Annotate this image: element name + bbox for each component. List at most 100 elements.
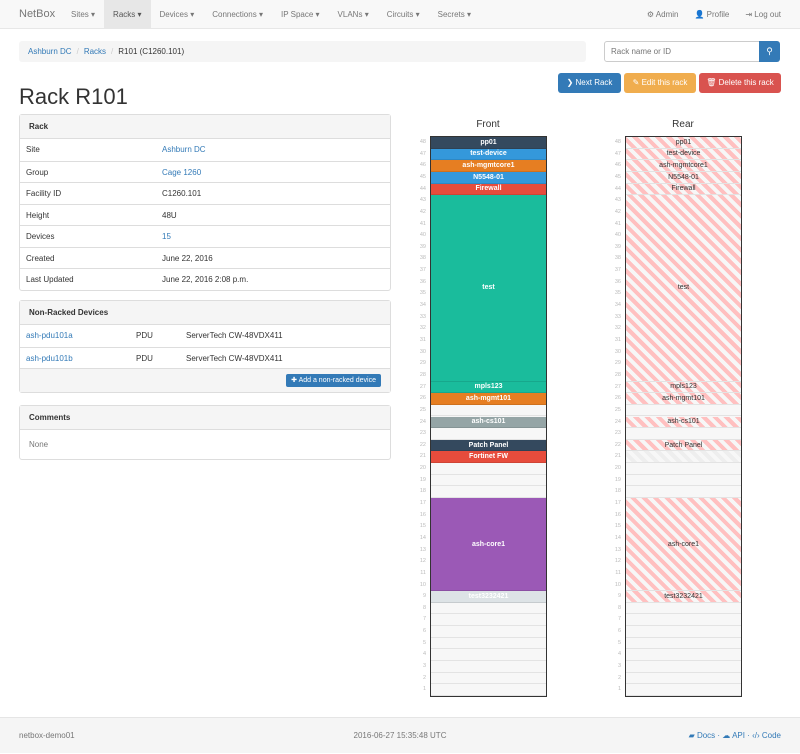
footer-code-link[interactable]: ‹/› Code bbox=[752, 731, 781, 740]
unit-number: 17 bbox=[614, 500, 621, 507]
rack-unit-slot[interactable] bbox=[431, 684, 546, 696]
breadcrumb-racks[interactable]: Racks bbox=[83, 47, 107, 56]
rack-unit-slot[interactable] bbox=[626, 661, 741, 673]
footer: netbox-demo01 2016-06-27 15:35:48 UTC ▰ … bbox=[0, 717, 800, 753]
rack-attr-row: Facility ID C1260.101 bbox=[20, 182, 390, 204]
attr-value-link[interactable]: 15 bbox=[162, 232, 171, 241]
unit-number: 6 bbox=[422, 628, 426, 635]
footer-docs-link[interactable]: ▰ Docs bbox=[689, 731, 716, 740]
rack-unit-slot[interactable] bbox=[431, 405, 546, 417]
rack-unit-slot[interactable] bbox=[626, 638, 741, 650]
comments-heading: Comments bbox=[20, 406, 390, 430]
front-device[interactable]: pp01 bbox=[431, 137, 546, 149]
delete-rack-label: Delete this rack bbox=[718, 78, 774, 87]
breadcrumb-site[interactable]: Ashburn DC bbox=[28, 47, 72, 56]
nav-racks[interactable]: Racks ▾ bbox=[104, 0, 151, 29]
front-device[interactable]: test3232421 bbox=[431, 591, 546, 603]
nav-sites[interactable]: Sites ▾ bbox=[62, 0, 104, 29]
rack-unit-slot[interactable] bbox=[431, 428, 546, 440]
rack-unit-slot[interactable] bbox=[431, 661, 546, 673]
rear-device[interactable]: Patch Panel bbox=[626, 439, 741, 452]
add-non-racked-device-button[interactable]: ✚ Add a non-racked device bbox=[286, 374, 381, 387]
rear-device[interactable]: test bbox=[626, 195, 741, 382]
rear-device[interactable]: mpls123 bbox=[626, 381, 741, 394]
rack-unit-slot[interactable] bbox=[626, 486, 741, 499]
rack-unit-slot[interactable] bbox=[431, 603, 546, 615]
rear-device[interactable]: ash-cs101 bbox=[626, 416, 741, 429]
rear-device[interactable]: pp01 bbox=[626, 137, 741, 149]
nav-admin[interactable]: ⚙ Admin bbox=[647, 0, 679, 29]
rack-unit-slot[interactable] bbox=[431, 614, 546, 627]
nav-devices[interactable]: Devices ▾ bbox=[151, 0, 204, 29]
unit-number: 9 bbox=[422, 593, 426, 600]
front-device[interactable]: ash-mgmtcore1 bbox=[431, 160, 546, 172]
rack-unit-slot[interactable] bbox=[626, 614, 741, 627]
nav-circuits[interactable]: Circuits ▾ bbox=[378, 0, 429, 29]
rack-unit-slot[interactable] bbox=[626, 405, 741, 417]
rack-unit-slot[interactable] bbox=[431, 475, 546, 487]
rear-device[interactable]: test-device bbox=[626, 148, 741, 161]
rack-unit-slot[interactable] bbox=[626, 626, 741, 638]
rack-unit-slot[interactable] bbox=[431, 638, 546, 650]
edit-rack-button[interactable]: ✎ Edit this rack bbox=[624, 73, 696, 93]
rear-device[interactable]: test3232421 bbox=[626, 591, 741, 603]
attr-value-link[interactable]: Cage 1260 bbox=[162, 167, 202, 177]
front-device[interactable]: mpls123 bbox=[431, 381, 546, 394]
rear-device[interactable]: ash-mgmtcore1 bbox=[626, 160, 741, 172]
attr-label: Facility ID bbox=[26, 189, 62, 198]
delete-rack-button[interactable]: 🗑 Delete this rack bbox=[699, 73, 781, 93]
front-device[interactable]: Fortinet FW bbox=[431, 451, 546, 464]
brand-logo[interactable]: NetBox bbox=[19, 8, 56, 20]
device-label: Fortinet FW bbox=[469, 453, 508, 461]
front-device[interactable]: test bbox=[431, 195, 546, 382]
rack-unit-slot[interactable] bbox=[626, 463, 741, 475]
navbar: NetBox Sites ▾ Racks ▾ Devices ▾ Connection… bbox=[0, 0, 800, 29]
unit-number: 11 bbox=[615, 569, 621, 576]
search-button[interactable]: ⚲ bbox=[759, 41, 780, 62]
front-device[interactable]: Patch Panel bbox=[431, 439, 546, 452]
front-device[interactable]: test-device bbox=[431, 148, 546, 161]
rear-device[interactable]: N5548-01 bbox=[626, 171, 741, 184]
device-link[interactable]: ash-pdu101a bbox=[26, 331, 73, 340]
rear-device[interactable] bbox=[626, 451, 741, 464]
nav-ip-space[interactable]: IP Space ▾ bbox=[272, 0, 329, 29]
user-icon: 👤 bbox=[694, 10, 707, 19]
rack-unit-slot[interactable] bbox=[431, 649, 546, 662]
rear-device[interactable]: Firewall bbox=[626, 183, 741, 196]
rack-unit-slot[interactable] bbox=[626, 684, 741, 696]
rear-device[interactable]: ash-core1 bbox=[626, 498, 741, 592]
rack-unit-slot[interactable] bbox=[431, 463, 546, 475]
attr-label: Group bbox=[26, 167, 49, 177]
nav-connections[interactable]: Connections ▾ bbox=[203, 0, 272, 29]
rack-unit-slot[interactable] bbox=[431, 673, 546, 685]
api-label: API bbox=[732, 731, 745, 740]
front-device[interactable]: Firewall bbox=[431, 183, 546, 196]
device-link[interactable]: ash-pdu101b bbox=[26, 353, 73, 363]
footer-api-link[interactable]: ☁ API bbox=[722, 731, 745, 740]
front-device[interactable]: N5548-01 bbox=[431, 171, 546, 184]
device-label: ash-mgmt101 bbox=[662, 395, 705, 403]
rack-unit-slot[interactable] bbox=[626, 428, 741, 440]
nav-vlans[interactable]: VLANs ▾ bbox=[329, 0, 378, 29]
unit-number: 10 bbox=[419, 581, 426, 588]
next-rack-button[interactable]: ❯ Next Rack bbox=[558, 73, 621, 93]
front-device[interactable]: ash-core1 bbox=[431, 498, 546, 592]
rack-unit-slot[interactable] bbox=[626, 649, 741, 662]
nav-secrets[interactable]: Secrets ▾ bbox=[429, 0, 480, 29]
rack-unit-slot[interactable] bbox=[431, 486, 546, 499]
nav-logout[interactable]: ⇥ Log out bbox=[745, 0, 781, 29]
rack-unit-slot[interactable] bbox=[626, 603, 741, 615]
attr-value: 48U bbox=[162, 210, 177, 220]
rack-search-input[interactable] bbox=[604, 41, 760, 62]
unit-number: 47 bbox=[419, 150, 426, 157]
front-device[interactable]: ash-cs101 bbox=[431, 416, 546, 429]
rack-unit-slot[interactable] bbox=[626, 673, 741, 685]
code-icon: ‹/› bbox=[752, 731, 762, 740]
nav-profile[interactable]: 👤 Profile bbox=[694, 0, 729, 29]
front-device[interactable]: ash-mgmt101 bbox=[431, 393, 546, 405]
rack-unit-slot[interactable] bbox=[431, 626, 546, 638]
rear-device[interactable]: ash-mgmt101 bbox=[626, 393, 741, 405]
attr-value-link[interactable]: Ashburn DC bbox=[162, 145, 206, 154]
caret-down-icon: ▾ bbox=[315, 10, 320, 19]
rack-unit-slot[interactable] bbox=[626, 475, 741, 487]
